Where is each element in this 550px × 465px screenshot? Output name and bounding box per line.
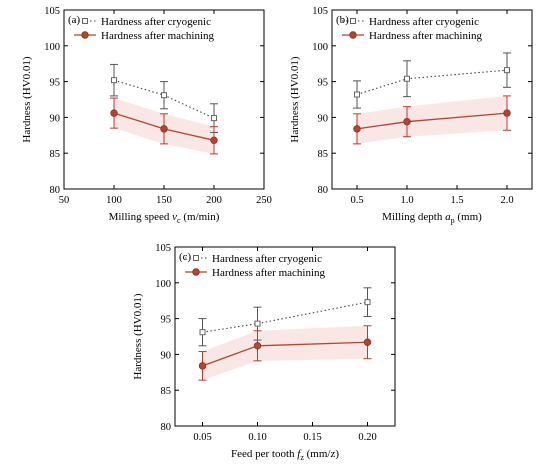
legend-machining-swatch-marker — [192, 268, 200, 276]
legend-cryogenic-label: Hardness after cryogenic — [369, 16, 479, 28]
y-tick-label: 105 — [312, 6, 328, 17]
panel-label: (c) — [179, 251, 192, 263]
panel-3: 0.05 0.10 0.15 0.20 80 85 90 95 100 105 Hardness (… — [132, 243, 396, 462]
machining-data-point — [110, 109, 118, 117]
legend-machining-label: Hardness after machining — [212, 267, 326, 279]
machining-data-point — [503, 109, 511, 117]
y-tick-label: 80 — [50, 185, 61, 196]
y-tick-label: 85 — [50, 149, 61, 160]
plot-frame — [174, 246, 396, 427]
y-axis-label: Hardness (HV0.01) — [289, 56, 301, 142]
cryogenic-data-point — [111, 77, 117, 84]
cryogenic-series-line — [356, 69, 508, 96]
panel-2: 0.5 1.0 1.5 2.0 80 85 90 95 100 105 Hardness (HV0.… — [289, 6, 533, 225]
y-tick-label: 85 — [318, 149, 329, 160]
y-tick-label: 80 — [318, 185, 329, 196]
x-tick-label: 1.5 — [450, 195, 463, 206]
x-axis-label: Milling depth ap (mm) — [382, 211, 482, 225]
y-tick-label: 105 — [155, 243, 171, 254]
x-tick-label: 0.15 — [303, 432, 321, 443]
panel-label: (a) — [68, 14, 81, 26]
legend-cryogenic-swatch-marker — [193, 255, 199, 261]
legend-cryogenic-swatch-marker — [82, 18, 88, 24]
cryogenic-data-point — [254, 320, 261, 327]
x-tick-label: 50 — [59, 195, 70, 206]
y-tick-label: 100 — [44, 42, 60, 53]
y-tick-label: 95 — [50, 78, 61, 89]
legend-machining-label: Hardness after machining — [101, 30, 215, 42]
machining-data-point — [210, 136, 218, 145]
machining-data-point — [403, 117, 411, 126]
machining-data-point — [198, 362, 207, 370]
x-tick-label: 0.10 — [248, 432, 266, 443]
y-tick-label: 100 — [312, 42, 328, 53]
machining-data-point — [353, 125, 361, 133]
x-axis-label: Milling speed vc (m/min) — [109, 211, 220, 225]
y-tick-label: 95 — [161, 315, 172, 326]
cryogenic-data-point — [199, 329, 206, 336]
y-tick-label: 105 — [44, 6, 60, 17]
legend-cryogenic-swatch-marker — [350, 18, 356, 24]
machining-error-band — [202, 325, 368, 381]
cryogenic-data-point — [211, 115, 217, 122]
x-tick-label: 0.05 — [193, 432, 211, 443]
machining-data-point — [363, 338, 372, 346]
legend-cryogenic-label: Hardness after cryogenic — [212, 253, 322, 265]
y-tick-label: 90 — [161, 350, 172, 361]
x-tick-label: 2.0 — [500, 195, 513, 206]
x-tick-label: 200 — [206, 195, 222, 206]
y-axis-label: Hardness (HV0.01) — [132, 293, 144, 379]
x-tick-label: 1.0 — [400, 195, 413, 206]
machining-data-point — [160, 125, 168, 133]
x-tick-label: 0.20 — [358, 432, 376, 443]
x-tick-label: 150 — [156, 195, 172, 206]
legend-machining-swatch-marker — [81, 31, 89, 39]
legend-machining-label: Hardness after machining — [369, 30, 483, 42]
y-tick-label: 100 — [155, 279, 171, 290]
y-tick-label: 80 — [161, 422, 172, 433]
y-tick-label: 90 — [50, 113, 61, 124]
legend-cryogenic-label: Hardness after cryogenic — [101, 16, 211, 28]
panel-label: (b) — [336, 14, 349, 26]
x-tick-label: 250 — [256, 195, 272, 206]
machining-data-point — [253, 342, 262, 350]
y-tick-label: 95 — [318, 78, 329, 89]
panel-1: 50 100 150 200 250 80 85 90 95 100 105 Hardness (HV… — [21, 6, 272, 225]
cryogenic-data-point — [161, 92, 167, 99]
y-tick-label: 85 — [161, 386, 172, 397]
plot-frame — [331, 9, 533, 190]
cryogenic-data-point — [504, 67, 510, 74]
legend-machining-swatch-marker — [349, 31, 357, 39]
y-tick-label: 90 — [318, 113, 329, 124]
y-axis-label: Hardness (HV0.01) — [21, 56, 33, 142]
cryogenic-data-point — [354, 91, 360, 98]
cryogenic-data-point — [404, 75, 410, 82]
x-tick-label: 100 — [106, 195, 122, 206]
x-axis-label: Feed per tooth fz (mm/z) — [231, 448, 339, 462]
cryogenic-data-point — [364, 299, 371, 306]
x-tick-label: 0.5 — [350, 195, 363, 206]
